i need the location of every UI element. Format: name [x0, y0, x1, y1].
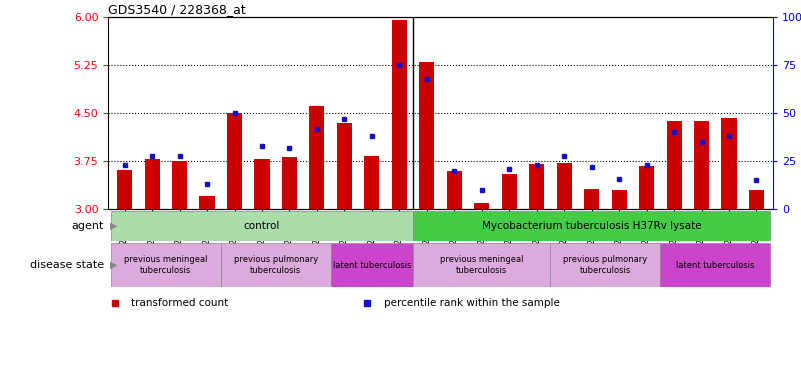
Bar	[639, 166, 654, 209]
Text: latent tuberculosis: latent tuberculosis	[332, 261, 411, 270]
Bar	[694, 121, 709, 209]
Bar	[199, 197, 215, 209]
Bar	[144, 159, 159, 209]
Bar	[660, 243, 771, 287]
Bar	[413, 243, 550, 287]
Text: GDS3540 / 228368_at: GDS3540 / 228368_at	[108, 3, 246, 16]
Text: transformed count: transformed count	[131, 298, 228, 308]
Bar	[666, 121, 682, 209]
Bar	[550, 243, 660, 287]
Bar	[221, 243, 331, 287]
Bar	[501, 174, 517, 209]
Text: percentile rank within the sample: percentile rank within the sample	[384, 298, 560, 308]
Bar	[309, 106, 324, 209]
Text: previous meningeal
tuberculosis: previous meningeal tuberculosis	[124, 255, 207, 275]
Bar	[413, 211, 771, 241]
Bar	[722, 118, 737, 209]
Text: disease state: disease state	[30, 260, 104, 270]
Bar	[749, 190, 764, 209]
Text: latent tuberculosis: latent tuberculosis	[676, 261, 755, 270]
Text: control: control	[244, 221, 280, 231]
Text: previous meningeal
tuberculosis: previous meningeal tuberculosis	[440, 255, 524, 275]
Bar	[447, 171, 462, 209]
Bar	[529, 164, 544, 209]
Bar	[584, 189, 599, 209]
Bar	[117, 170, 132, 209]
Bar	[364, 156, 380, 209]
Bar	[557, 163, 572, 209]
Text: agent: agent	[72, 221, 104, 231]
Text: previous pulmonary
tuberculosis: previous pulmonary tuberculosis	[563, 255, 647, 275]
Text: ▶: ▶	[110, 260, 117, 270]
Bar	[227, 113, 242, 209]
Bar	[419, 62, 434, 209]
Bar	[172, 161, 187, 209]
Bar	[392, 20, 407, 209]
Bar	[612, 190, 626, 209]
Bar	[111, 243, 221, 287]
Bar	[331, 243, 413, 287]
Bar	[255, 159, 269, 209]
Bar	[474, 203, 489, 209]
Bar	[337, 123, 352, 209]
Bar	[111, 211, 413, 241]
Text: previous pulmonary
tuberculosis: previous pulmonary tuberculosis	[234, 255, 318, 275]
Bar	[282, 157, 297, 209]
Text: ▶: ▶	[110, 221, 117, 231]
Text: Mycobacterium tuberculosis H37Rv lysate: Mycobacterium tuberculosis H37Rv lysate	[482, 221, 702, 231]
